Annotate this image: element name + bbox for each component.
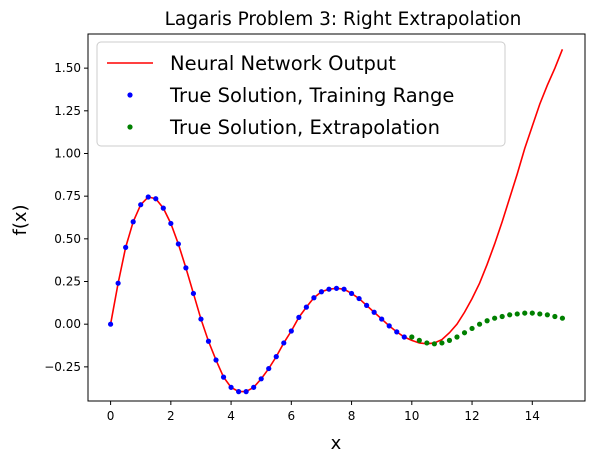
series-2-point — [213, 357, 219, 363]
y-tick-label: 1.00 — [54, 146, 81, 160]
series-2-point — [318, 289, 325, 295]
series-3-point — [499, 313, 505, 320]
series-2-point — [364, 302, 370, 309]
x-tick-label: 12 — [464, 409, 479, 423]
series-2-point — [228, 384, 234, 390]
x-tick-label: 14 — [525, 409, 540, 423]
series-2-point — [175, 241, 181, 247]
y-ticks: −0.25 0.00 0.25 0.50 0.75 1.00 1.25 1.50 — [44, 61, 88, 374]
series-2-point — [333, 285, 340, 291]
series-2-point — [288, 328, 294, 334]
legend-item-3-marker-swatch — [127, 124, 133, 130]
plot-marks — [107, 49, 566, 395]
series-2-point — [205, 338, 212, 344]
series-3-point — [416, 337, 422, 343]
series-2-point — [236, 389, 242, 395]
series-2-point — [138, 202, 144, 208]
y-tick-label: 1.50 — [54, 61, 81, 75]
series-2-point — [243, 389, 249, 395]
legend-item-2-label: True Solution, Training Range — [169, 84, 454, 107]
series-3-point — [469, 325, 475, 332]
series-2-point — [220, 374, 227, 380]
series-3-point — [537, 311, 543, 317]
series-2-point — [326, 286, 332, 292]
series-2-point — [379, 316, 385, 322]
series-2-point — [341, 286, 347, 292]
series-2-point — [303, 304, 309, 310]
series-2-point — [198, 316, 204, 322]
series-2-point — [281, 340, 287, 346]
series-2-point — [123, 244, 129, 250]
series-3-point — [454, 334, 460, 340]
series-2-point — [130, 219, 136, 225]
x-ticks: 0 2 4 6 8 10 12 14 — [107, 401, 540, 423]
series-2-point — [296, 314, 302, 320]
legend: Neural Network Output True Solution, Trai… — [96, 41, 506, 147]
series-3-point — [529, 310, 535, 316]
series-2-point — [160, 205, 166, 211]
series-2-point — [386, 323, 392, 329]
x-tick-label: 4 — [227, 409, 235, 423]
series-3-point — [507, 312, 513, 318]
y-tick-label: 0.75 — [54, 189, 81, 203]
x-tick-label: 0 — [107, 409, 115, 423]
series-2-point — [190, 290, 197, 297]
x-tick-label: 2 — [167, 409, 175, 423]
series-3-point — [409, 334, 415, 340]
x-tick-label: 10 — [404, 409, 419, 423]
legend-item-1-label: Neural Network Output — [170, 52, 396, 75]
series-2-point — [168, 220, 174, 227]
series-3-point — [522, 310, 528, 316]
series-2-point — [115, 280, 121, 286]
y-tick-label: 0.50 — [54, 232, 81, 246]
series-3-point — [461, 330, 468, 336]
series-2-point — [266, 365, 272, 372]
series-3-point — [559, 315, 566, 321]
series-2-point — [311, 295, 317, 301]
x-tick-label: 6 — [287, 409, 295, 423]
series-3-point — [476, 321, 483, 327]
series-2-point — [394, 329, 400, 335]
series-3-point — [484, 318, 490, 324]
series-3-point — [544, 312, 550, 318]
series-2-point — [371, 309, 377, 315]
y-tick-label: 0.25 — [54, 275, 81, 289]
series-2-point — [401, 334, 407, 340]
plot-frame — [87, 33, 586, 402]
series-3-point — [424, 340, 430, 346]
series-2-point — [145, 194, 151, 200]
legend-item-3-label: True Solution, Extrapolation — [169, 116, 440, 139]
series-2-point — [183, 265, 189, 271]
series-2-point — [258, 376, 264, 382]
series-2-point — [251, 384, 257, 390]
x-tick-label: 8 — [348, 409, 356, 423]
series-3-point — [552, 313, 558, 320]
y-axis-label: f(x) — [10, 204, 31, 235]
legend-item-2-marker-swatch — [127, 92, 133, 98]
series-2-point — [153, 196, 159, 202]
x-axis-label: x — [331, 433, 342, 454]
series-2-point — [356, 295, 362, 302]
y-tick-label: −0.25 — [44, 360, 81, 374]
y-tick-label: 0.00 — [54, 317, 81, 331]
legend-box — [96, 41, 506, 147]
series-3-point — [431, 341, 437, 347]
chart-title: Lagaris Problem 3: Right Extrapolation — [165, 9, 522, 30]
series-2-point — [107, 321, 114, 327]
series-3-point — [492, 315, 498, 321]
series-2-point — [273, 354, 279, 360]
series-3-point — [514, 311, 520, 317]
series-3-point — [439, 340, 445, 346]
series-2-point — [348, 290, 355, 297]
y-tick-label: 1.25 — [54, 104, 81, 118]
series-3-point — [446, 337, 453, 343]
